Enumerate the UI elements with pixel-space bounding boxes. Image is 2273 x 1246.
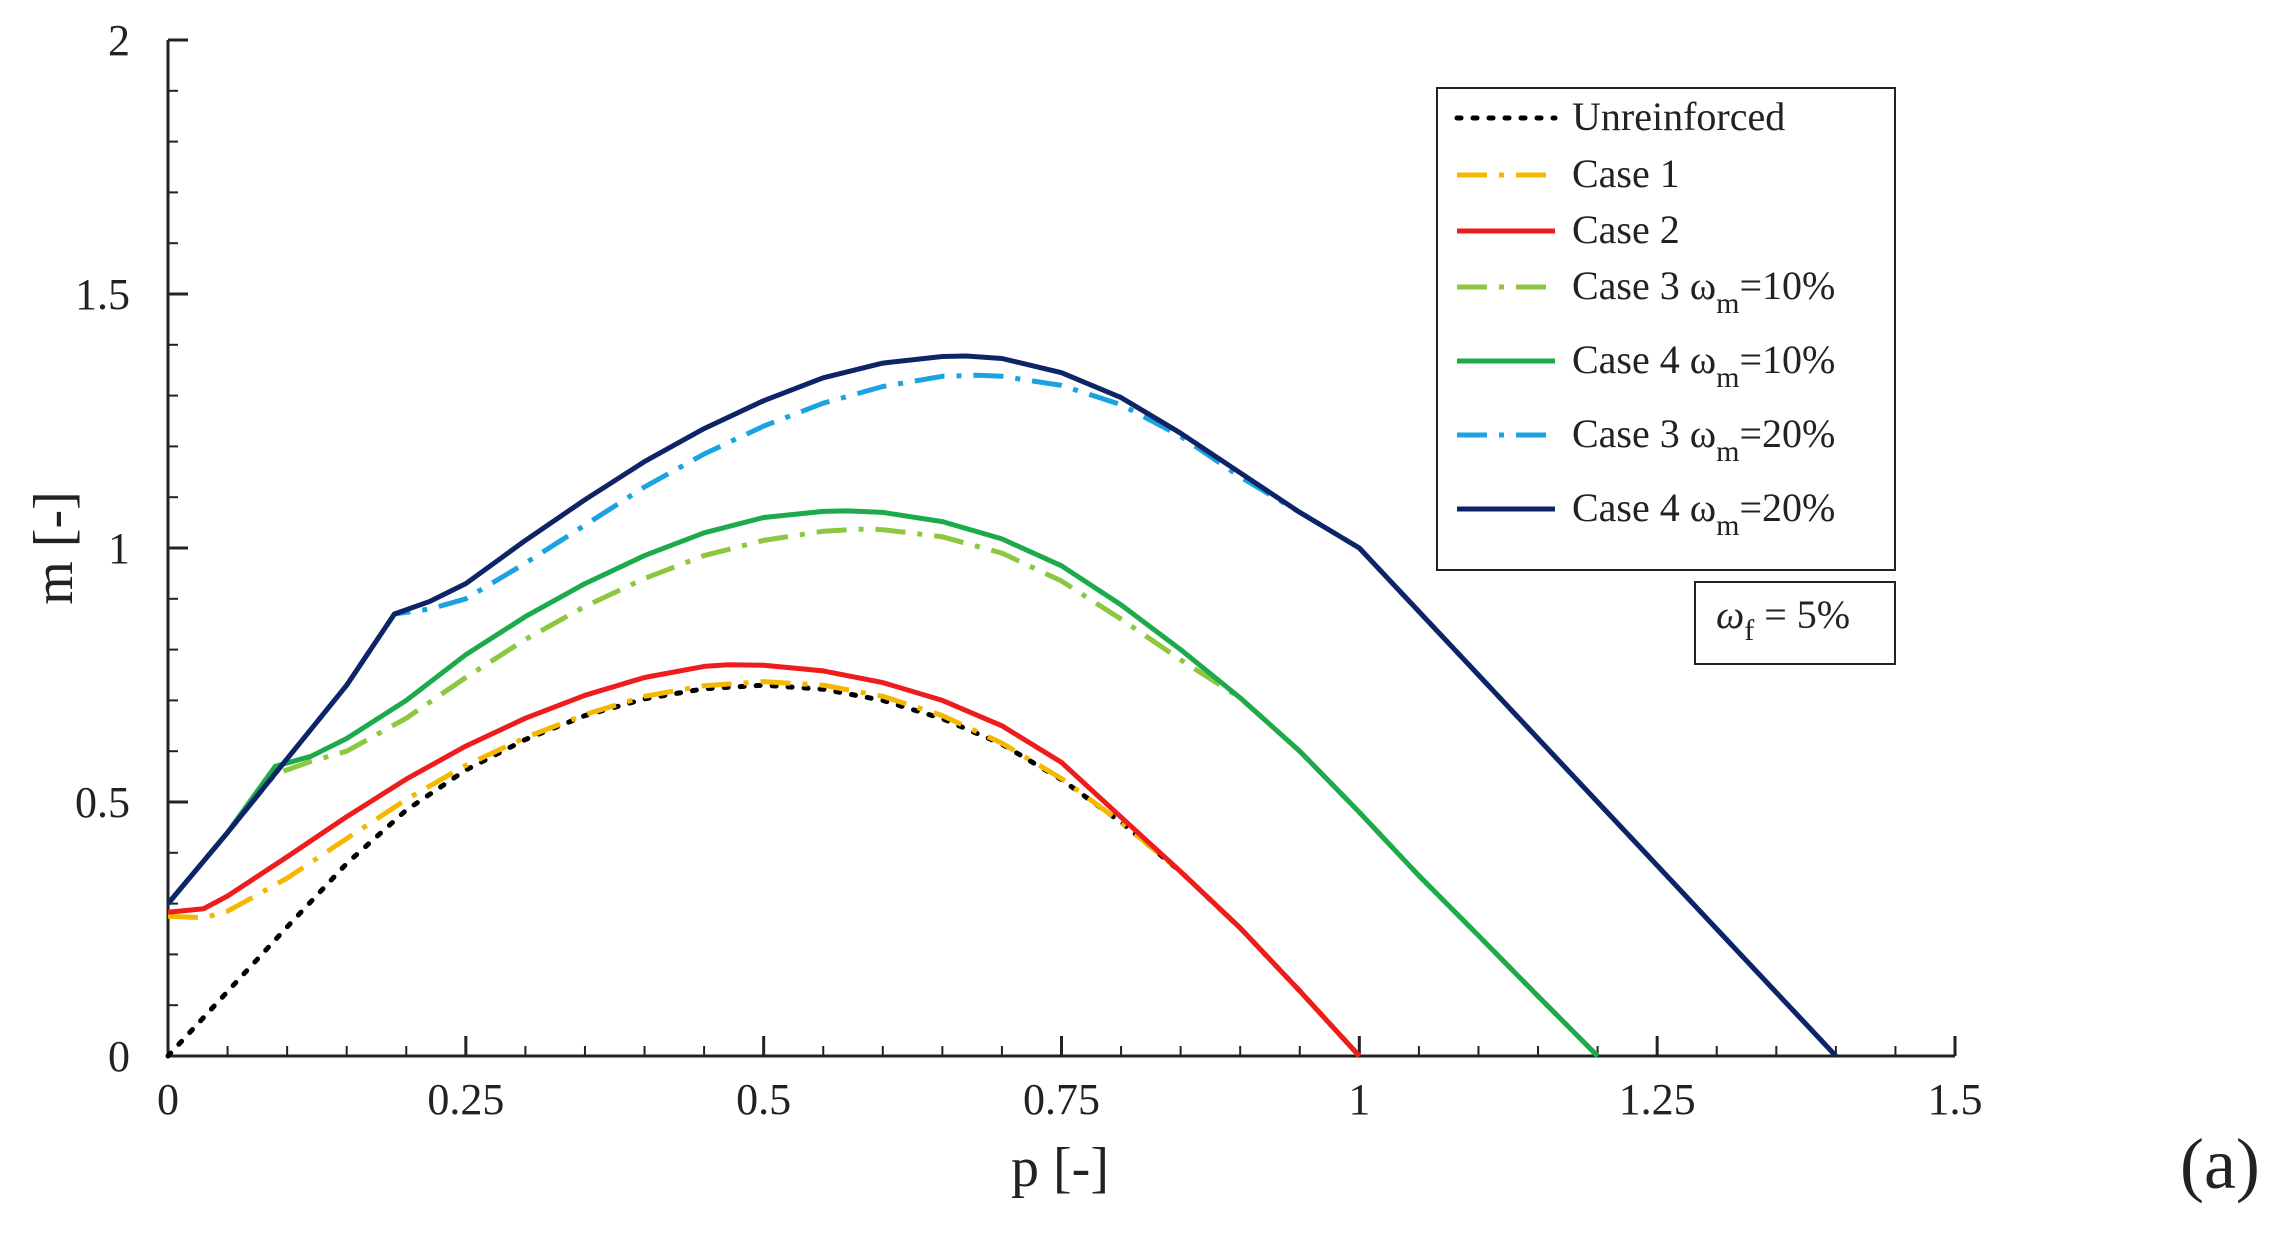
x-tick-label: 0.5	[736, 1075, 791, 1124]
legend-label-main: Unreinforced	[1572, 94, 1785, 139]
series-line-7	[166, 353, 1838, 1058]
x-tick-label: 0.25	[427, 1075, 504, 1124]
annotation-value: = 5%	[1754, 592, 1850, 637]
legend-label-4: Case 3 ωm=10%	[1572, 263, 1835, 320]
legend-label-rest: =20%	[1739, 411, 1835, 456]
x-axis-title: p [-]	[1011, 1137, 1109, 1199]
legend-label-main: Case 3 ω	[1572, 411, 1716, 456]
y-axis-title: m [-]	[23, 491, 85, 605]
y-tick-label: 0.5	[75, 778, 130, 827]
plot-area: 0 0.25 0.5 0.75 1 1.25 1.5 0 0.5 1 1.5 2	[75, 16, 1983, 1124]
legend-label-sub: m	[1716, 287, 1739, 320]
ticks: 0 0.25 0.5 0.75 1 1.25 1.5 0 0.5 1 1.5 2	[75, 16, 1983, 1124]
x-tick-label: 0	[157, 1075, 179, 1124]
legend-label-main: Case 1	[1572, 151, 1680, 196]
legend-label-6: Case 3 ωm=20%	[1572, 411, 1835, 468]
legend-label-main: Case 3 ω	[1572, 263, 1716, 308]
legend-label-3: Case 2	[1572, 207, 1680, 252]
legend-label-main: Case 2	[1572, 207, 1680, 252]
annotation-box: ωf = 5%	[1694, 581, 1896, 665]
legend-label-1: Unreinforced	[1572, 94, 1785, 139]
x-tick-label: 0.75	[1023, 1075, 1100, 1124]
panel-label: (a)	[2180, 1124, 2260, 1204]
y-tick-label: 0	[108, 1032, 130, 1081]
series-line-3	[167, 662, 1362, 1058]
annotation-text: ωf = 5%	[1716, 592, 1850, 647]
legend-box	[1436, 87, 1896, 571]
x-tick-label: 1.5	[1928, 1075, 1983, 1124]
annotation-sub: f	[1744, 614, 1754, 647]
legend-label-sub: m	[1716, 509, 1739, 542]
legend-label-7: Case 4 ωm=20%	[1572, 485, 1835, 542]
legend-label-sub: m	[1716, 435, 1739, 468]
legend-label-main: Case 4 ω	[1572, 485, 1716, 530]
y-tick-label: 1	[108, 524, 130, 573]
y-tick-label: 2	[108, 16, 130, 65]
legend-label-rest: =20%	[1739, 485, 1835, 530]
legend-label-5: Case 4 ωm=10%	[1572, 337, 1835, 394]
x-tick-label: 1.25	[1619, 1075, 1696, 1124]
series-line-6	[166, 372, 1838, 1058]
series-line-5	[166, 508, 1600, 1058]
legend-label-rest: =10%	[1739, 263, 1835, 308]
series-layer	[165, 353, 1838, 1059]
legend-label-main: Case 4 ω	[1572, 337, 1716, 382]
x-tick-label: 1	[1348, 1075, 1370, 1124]
legend-label-sub: m	[1716, 361, 1739, 394]
annotation-omega: ω	[1716, 592, 1744, 637]
legend-label-rest: =10%	[1739, 337, 1835, 382]
legend-label-2: Case 1	[1572, 151, 1680, 196]
y-tick-label: 1.5	[75, 270, 130, 319]
annotation-frame	[1694, 581, 1896, 665]
